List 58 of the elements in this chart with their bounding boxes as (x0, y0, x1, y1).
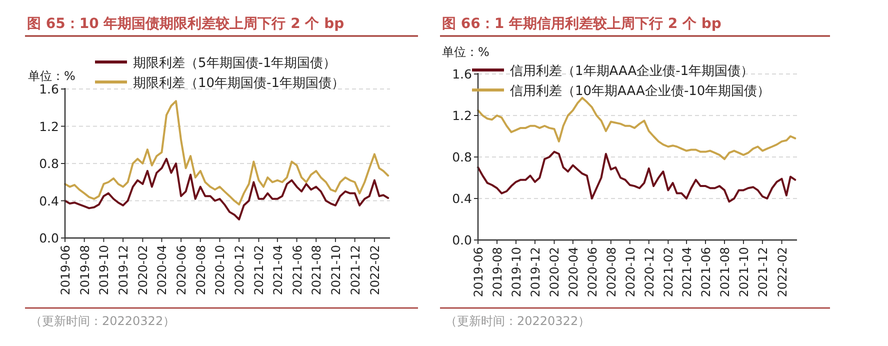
x-tick-label: 2020-08 (194, 245, 208, 296)
line-series (64, 100, 390, 206)
y-tick-label: 1.2 (452, 108, 472, 123)
x-tick-label: 2021-02 (252, 245, 266, 296)
text: （更新时间：20220322） (445, 314, 590, 328)
chart-title: 图 65：10 年期国债期限利差较上周下行 2 个 bp (27, 16, 344, 32)
x-tick-label: 2022-02 (368, 245, 382, 296)
x-tick-label: 2019-12 (116, 245, 131, 296)
x-tick-label: 2021-10 (736, 247, 751, 298)
x-tick-label: 2019-10 (97, 245, 112, 296)
y-tick-label: 0.4 (452, 191, 472, 206)
x-tick-label: 2019-08 (490, 247, 504, 298)
x-tick-label: 2020-02 (136, 245, 150, 296)
x-tick-label: 2021-04 (680, 247, 694, 298)
x-tick-label: 2021-08 (310, 245, 324, 296)
y-tick-label: 0.8 (39, 156, 60, 171)
chart-title: 图 66：1 年期信用利差较上周下行 2 个 bp (442, 16, 722, 32)
x-tick-label: 2020-02 (548, 247, 562, 298)
x-tick-label: 2019-06 (58, 245, 72, 296)
y-tick-label: 0.4 (39, 193, 60, 208)
y-tick-label: 1.2 (39, 118, 59, 134)
x-tick-label: 2020-12 (642, 247, 656, 298)
legend-label: 信用利差（10年期AAA企业债-10年期国债） (510, 84, 770, 99)
legend-label: 信用利差（1年期AAA企业债-1年期国债） (510, 64, 754, 79)
text: （更新时间：20220322） (30, 314, 176, 328)
x-tick-label: 2020-06 (174, 245, 189, 296)
x-tick-label: 2019-12 (528, 247, 542, 298)
line-series (477, 96, 796, 160)
x-tick-label: 2021-06 (699, 247, 713, 298)
x-tick-label: 2020-06 (585, 247, 600, 298)
x-tick-label: 2021-10 (328, 245, 343, 296)
x-tick-label: 2021-02 (662, 247, 676, 298)
x-tick-label: 2021-04 (270, 245, 285, 296)
x-tick-label: 2020-12 (232, 245, 247, 296)
x-tick-label: 2021-06 (290, 245, 304, 296)
y-tick-label: 1.6 (452, 66, 472, 82)
y-tick-label: 0.0 (452, 232, 472, 248)
x-tick-label: 2021-12 (348, 245, 362, 296)
x-tick-label: 2020-04 (155, 245, 170, 296)
y-axis-title: 单位：% (28, 69, 76, 83)
x-tick-label: 2020-10 (213, 245, 228, 296)
line-series (64, 158, 390, 220)
x-tick-label: 2020-04 (566, 247, 580, 298)
x-tick-label: 2020-10 (623, 247, 638, 298)
x-tick-label: 2021-08 (718, 247, 732, 298)
line-series (477, 150, 796, 203)
x-tick-label: 2019-10 (509, 247, 524, 298)
y-tick-label: 0.0 (39, 230, 60, 246)
x-tick-label: 2019-08 (78, 245, 92, 296)
legend-label: 期限利差（5年期国债-1年期国债） (133, 56, 336, 71)
x-tick-label: 2019-06 (472, 247, 486, 298)
y-tick-label: 0.8 (452, 150, 472, 164)
x-tick-label: 2021-12 (756, 247, 770, 298)
y-tick-label: 1.6 (39, 82, 60, 96)
y-axis-title: 单位：% (442, 45, 490, 59)
legend-label: 期限利差（10年期国债-1年期国债） (133, 76, 345, 91)
x-tick-label: 2020-08 (604, 247, 618, 298)
x-tick-label: 2022-02 (775, 247, 790, 298)
